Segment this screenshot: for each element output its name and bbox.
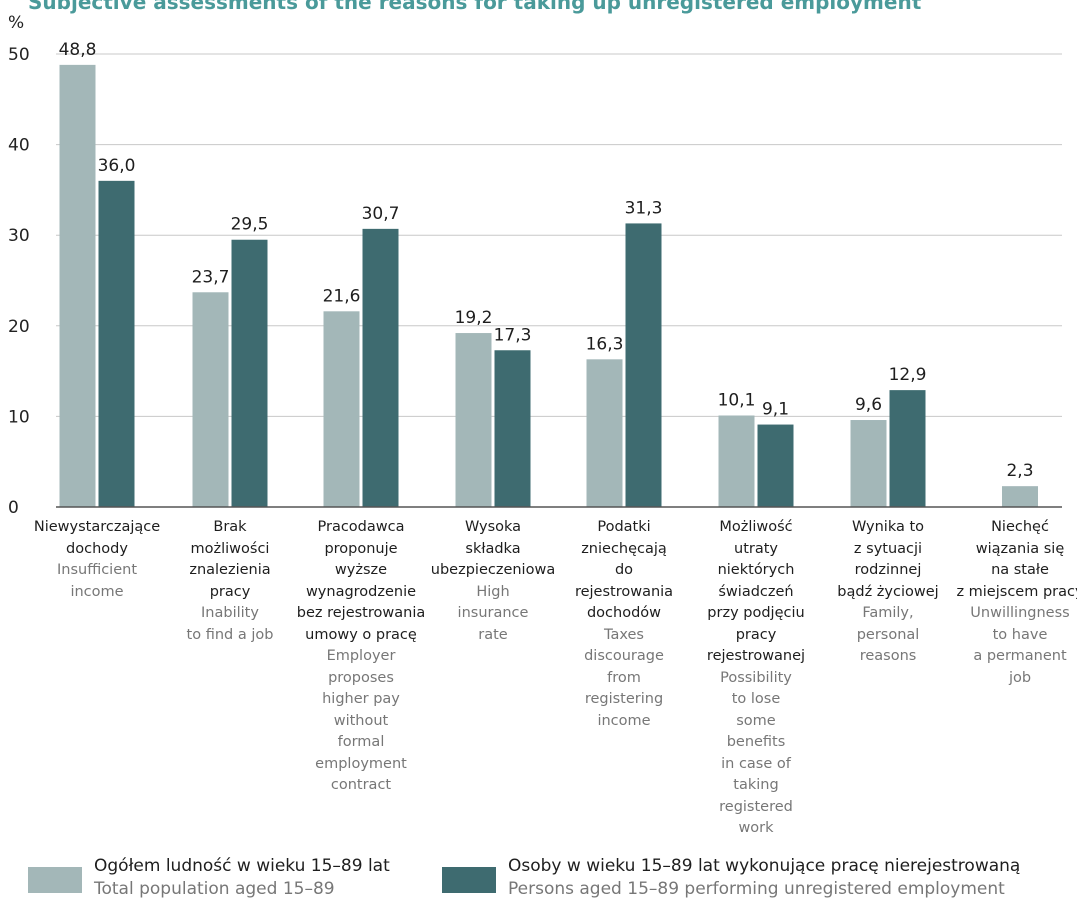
y-tick-label: 30	[8, 226, 30, 246]
bar	[362, 228, 399, 507]
bar	[494, 350, 531, 507]
bar	[231, 239, 268, 508]
legend-label-pl: Ogółem ludność w wieku 15–89 lat	[94, 856, 390, 876]
category-label-en: Taxes discourage from registering income	[584, 626, 664, 729]
category-label: Możliwość utraty niektórych świadczeń przy p…	[681, 517, 831, 840]
data-label: 48,8	[59, 40, 97, 60]
y-tick-label: 20	[8, 317, 30, 337]
bar	[1002, 486, 1038, 507]
category-label-pl: Pracodawca proponuje wyższe wynagrodzenie be…	[296, 519, 426, 643]
bar	[586, 359, 623, 507]
data-label: 30,7	[362, 204, 400, 224]
data-label: 16,3	[586, 334, 624, 354]
bar	[889, 390, 926, 507]
data-label: 31,3	[625, 198, 663, 218]
bar	[455, 333, 492, 507]
data-label: 19,2	[455, 308, 493, 328]
category-label: Niechęć wiązania się na stałe z miejscem pr…	[945, 517, 1077, 689]
data-label: 36,0	[98, 156, 136, 176]
data-label: 2,3	[1006, 461, 1033, 481]
category-label: Wynika to z sytuacji rodzinnej bądź życiowe…	[813, 517, 963, 668]
legend-swatch-unregistered-employment	[442, 867, 496, 893]
category-label-en: Insufficient income	[56, 562, 138, 600]
y-tick-label: 40	[8, 136, 30, 156]
y-tick-label: 50	[8, 45, 30, 65]
category-label-en: Inability to find a job	[186, 605, 274, 643]
chart-title: Subjective assessments of the reasons fo…	[28, 0, 922, 14]
data-label: 29,5	[231, 215, 269, 235]
bar	[323, 311, 360, 507]
bar	[59, 64, 96, 507]
category-label-en: Employer proposes higher pay without formal e…	[315, 648, 407, 793]
category-label-en: Family, personal reasons	[856, 605, 920, 664]
data-label: 21,6	[323, 286, 361, 306]
legend-label-en: Persons aged 15–89 performing unregister…	[508, 879, 1005, 899]
legend-swatch-total-population	[28, 867, 82, 893]
category-label: Wysoka składka ubezpieczeniowa High insuranc…	[418, 517, 568, 646]
y-tick-label: 10	[8, 407, 30, 427]
category-label-pl: Niechęć wiązania się na stałe z miejscem pr…	[956, 519, 1077, 600]
category-label: Pracodawca proponuje wyższe wynagrodzenie be…	[286, 517, 436, 797]
bar	[718, 415, 755, 507]
legend-label-en: Total population aged 15–89	[94, 879, 335, 899]
legend-label-pl: Osoby w wieku 15–89 lat wykonujące pracę…	[508, 856, 1021, 876]
data-label: 10,1	[718, 390, 756, 410]
category-label-pl: Wysoka składka ubezpieczeniowa	[430, 519, 556, 578]
category-label-pl: Możliwość utraty niektórych świadczeń przy p…	[706, 519, 806, 664]
category-label-pl: Wynika to z sytuacji rodzinnej bądź życiowe…	[837, 519, 939, 600]
bar	[625, 223, 662, 507]
bar	[192, 292, 229, 507]
category-label: Brak możliwości znalezienia pracy Inability t…	[155, 517, 305, 646]
data-label: 12,9	[889, 365, 927, 385]
category-label-pl: Niewystarczające dochody	[33, 519, 161, 557]
bar	[757, 424, 794, 507]
y-axis-unit-label: %	[8, 13, 25, 33]
category-label-en: Unwillingness to have a permanent job	[970, 605, 1070, 686]
data-label: 17,3	[494, 325, 532, 345]
data-label: 23,7	[192, 267, 230, 287]
y-tick-label: 0	[8, 498, 19, 518]
data-label: 9,6	[855, 395, 882, 415]
data-label: 9,1	[762, 400, 789, 420]
category-label: Podatki zniechęcają do rejestrowania dochodó…	[549, 517, 699, 732]
category-label-en: Possibility to lose some benefits in case of…	[719, 669, 793, 837]
bar	[850, 420, 887, 507]
category-label-pl: Brak możliwości znalezienia pracy	[189, 519, 271, 600]
category-label-pl: Podatki zniechęcają do rejestrowania dochodó…	[574, 519, 674, 621]
category-label-en: High insurance rate	[457, 583, 529, 643]
category-label: Niewystarczające dochody Insufficient incom…	[22, 517, 172, 603]
bar	[98, 180, 135, 507]
